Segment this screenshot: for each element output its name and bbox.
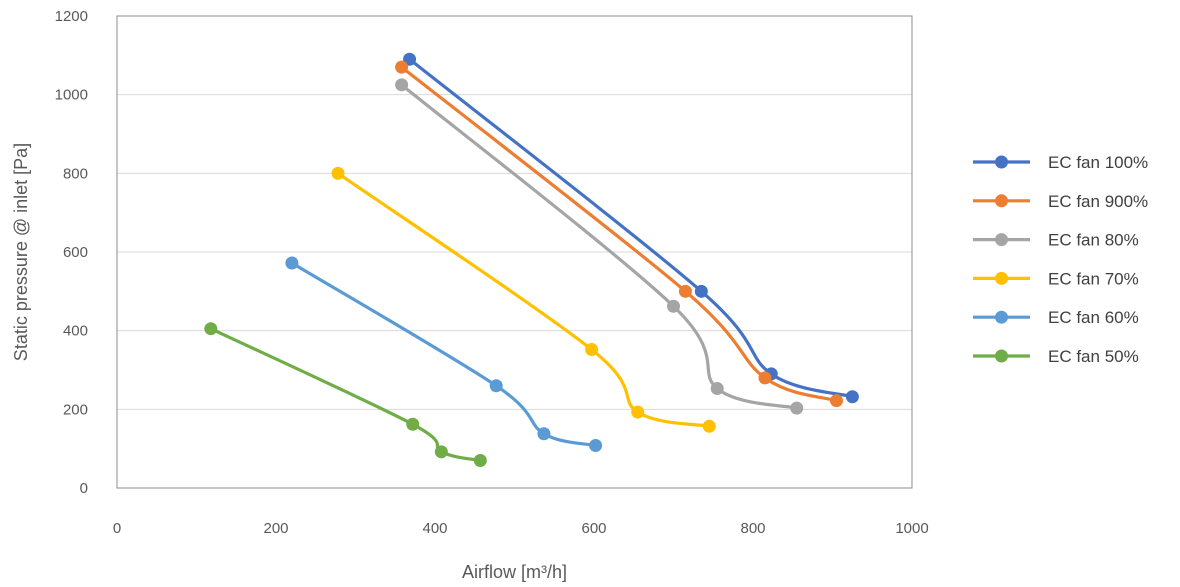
data-point: [631, 405, 645, 419]
legend-swatch-marker: [995, 155, 1008, 169]
data-point: [395, 78, 409, 92]
x-tick-label: 1000: [895, 520, 928, 537]
data-point: [678, 284, 692, 298]
legend-label: EC fan 60%: [1048, 308, 1139, 327]
y-tick-label: 200: [63, 401, 88, 418]
legend-swatch-marker: [995, 349, 1008, 363]
series-line: [400, 65, 839, 403]
series-2: [395, 60, 843, 408]
legend-swatch-marker: [995, 310, 1008, 324]
x-tick-label: 800: [740, 520, 765, 537]
x-tick-label: 0: [113, 520, 121, 537]
legend-item: EC fan 50%: [973, 347, 1139, 366]
series-line: [336, 171, 711, 428]
legend-swatch-marker: [995, 194, 1008, 208]
data-point: [845, 390, 859, 404]
y-axis-ticks: 0 200 400 600 800 1000 1200: [55, 8, 88, 497]
y-tick-label: 1000: [55, 87, 88, 104]
data-point: [434, 445, 448, 459]
data-point: [585, 343, 599, 357]
legend-item: EC fan 80%: [973, 231, 1139, 250]
legend-swatch-marker: [995, 271, 1008, 285]
y-tick-label: 600: [63, 244, 88, 261]
data-point: [710, 381, 724, 395]
grid-lines: [117, 94, 912, 410]
series-layer: [204, 52, 859, 467]
x-axis-ticks: 0 200 400 600 800 1000: [113, 520, 929, 537]
data-point: [537, 427, 551, 441]
data-point: [790, 401, 804, 415]
series-line: [290, 261, 598, 448]
x-axis-title: Airflow [m³/h]: [462, 562, 567, 582]
y-tick-label: 1200: [55, 8, 88, 25]
data-point: [395, 60, 409, 74]
y-tick-label: 400: [63, 323, 88, 340]
legend-label: EC fan 100%: [1048, 153, 1148, 172]
plot-area: [116, 15, 913, 489]
x-tick-label: 600: [581, 520, 606, 537]
legend-item: EC fan 70%: [973, 269, 1139, 288]
data-point: [204, 322, 218, 336]
data-point: [489, 379, 503, 393]
data-point: [589, 439, 603, 453]
x-tick-label: 200: [263, 520, 288, 537]
data-point: [694, 284, 708, 298]
series-3: [395, 78, 804, 415]
legend-item: EC fan 100%: [973, 153, 1148, 172]
data-point: [473, 453, 487, 467]
legend-label: EC fan 70%: [1048, 269, 1139, 288]
data-point: [331, 166, 345, 180]
legend-label: EC fan 80%: [1048, 231, 1139, 250]
data-point: [758, 371, 772, 385]
data-point: [406, 417, 420, 431]
y-tick-label: 800: [63, 165, 88, 182]
data-point: [667, 299, 680, 313]
series-1: [403, 52, 859, 404]
series-line: [209, 327, 482, 463]
data-point: [403, 52, 417, 66]
x-tick-label: 400: [422, 520, 447, 537]
data-point: [829, 394, 843, 408]
legend-item: EC fan 60%: [973, 308, 1139, 327]
data-point: [285, 256, 299, 270]
series-6: [204, 322, 487, 467]
series-5: [285, 256, 603, 453]
legend-item: EC fan 900%: [973, 192, 1148, 211]
y-axis-title: Static pressure @ inlet [Pa]: [11, 143, 31, 361]
legend-label: EC fan 50%: [1048, 347, 1139, 366]
data-point: [702, 419, 716, 433]
y-tick-label: 0: [80, 480, 88, 497]
legend-swatch-marker: [995, 233, 1008, 247]
series-line: [407, 57, 854, 399]
legend-label: EC fan 900%: [1048, 192, 1148, 211]
series-line: [400, 83, 799, 410]
legend: EC fan 100% EC fan 900% EC fan 80% EC fan 7…: [973, 153, 1148, 366]
series-4: [331, 166, 716, 433]
